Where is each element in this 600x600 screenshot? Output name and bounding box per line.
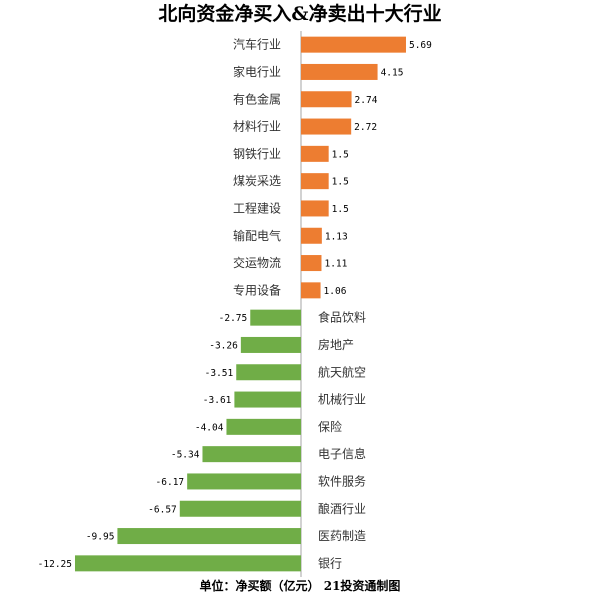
- data-label: 1.13: [325, 231, 348, 242]
- category-label: 航天航空: [318, 364, 366, 379]
- category-label: 食品饮料: [318, 310, 366, 325]
- category-label: 保险: [318, 419, 342, 434]
- data-label: 1.06: [324, 286, 347, 297]
- category-label: 有色金属: [233, 91, 281, 106]
- category-label: 输配电气: [233, 228, 281, 243]
- category-label: 机械行业: [318, 392, 366, 407]
- data-label: -6.57: [148, 504, 177, 515]
- data-label: -6.17: [156, 477, 185, 488]
- data-label: -5.34: [171, 450, 200, 461]
- bar-18: [179, 500, 301, 517]
- bar-10: [301, 282, 321, 299]
- category-label: 医药制造: [318, 529, 366, 543]
- bar-4: [301, 118, 352, 135]
- bar-8: [301, 227, 322, 244]
- bar-11: [250, 309, 301, 326]
- category-label: 材料行业: [233, 120, 281, 134]
- category-label: 酿酒行业: [318, 501, 366, 516]
- bar-13: [236, 364, 301, 381]
- category-label: 家电行业: [233, 64, 281, 79]
- bar-15: [226, 418, 301, 435]
- data-label: 1.5: [332, 149, 349, 160]
- bar-20: [74, 555, 301, 572]
- data-label: 2.72: [354, 122, 377, 133]
- bar-17: [187, 473, 301, 490]
- data-label: -12.25: [38, 559, 72, 570]
- category-label: 软件服务: [318, 473, 366, 488]
- category-label: 电子信息: [318, 446, 366, 461]
- data-label: -4.04: [195, 422, 224, 433]
- data-label: 5.69: [409, 40, 432, 51]
- category-label: 房地产: [318, 337, 354, 352]
- bar-9: [301, 255, 322, 272]
- category-label: 专用设备: [233, 282, 281, 297]
- category-label: 交运物流: [233, 255, 281, 270]
- bar-1: [301, 36, 406, 53]
- data-label: 4.15: [381, 67, 404, 78]
- category-label: 煤炭采选: [233, 174, 281, 188]
- data-label: 1.5: [332, 177, 349, 188]
- chart-footer: 单位：净买额（亿元） 21投资通制图: [199, 579, 401, 593]
- category-label: 汽车行业: [233, 37, 281, 52]
- data-label: 1.11: [324, 259, 347, 270]
- data-label: 2.74: [355, 95, 378, 106]
- bar-19: [117, 528, 301, 545]
- category-label: 钢铁行业: [233, 147, 281, 161]
- data-label: 1.5: [332, 204, 349, 215]
- bar-2: [301, 63, 378, 80]
- data-label: -9.95: [86, 532, 115, 543]
- bar-6: [301, 173, 329, 190]
- bar-16: [202, 446, 301, 463]
- data-label: -3.26: [209, 340, 238, 351]
- data-label: -2.75: [219, 313, 248, 324]
- category-label: 工程建设: [233, 200, 281, 215]
- bar-7: [301, 200, 329, 217]
- bar-5: [301, 145, 329, 162]
- data-label: -3.61: [203, 395, 232, 406]
- bar-14: [234, 391, 301, 408]
- bar-12: [240, 336, 301, 353]
- chart-title: 北向资金净买入&净卖出十大行业: [158, 3, 442, 25]
- data-label: -3.51: [205, 368, 234, 379]
- category-label: 银行: [318, 556, 342, 570]
- bar-3: [301, 91, 352, 108]
